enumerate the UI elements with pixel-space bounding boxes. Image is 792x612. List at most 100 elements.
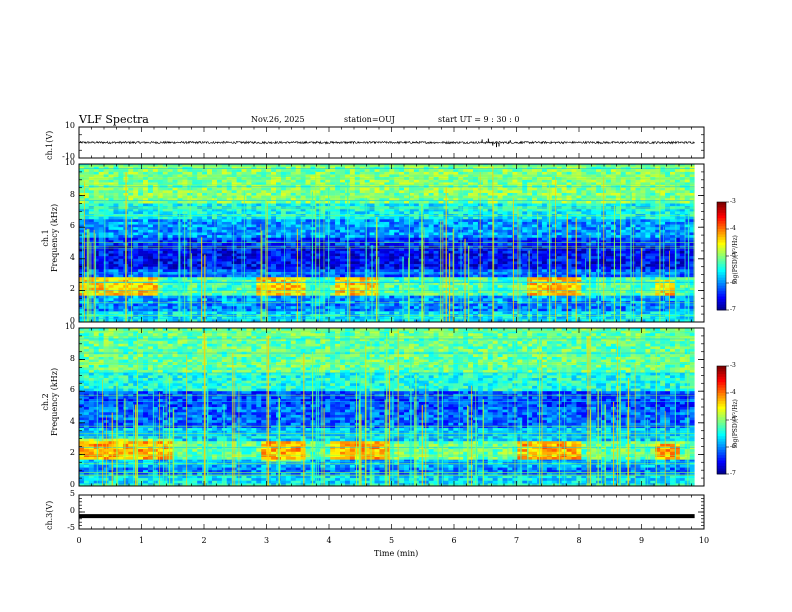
spectrogram-cell [615, 258, 622, 262]
spectrogram-cell [650, 245, 656, 249]
spectrogram-cell [463, 248, 469, 252]
spectrogram-cell [507, 232, 513, 236]
spectrogram-cell [605, 179, 612, 183]
spectrogram-cell [295, 179, 301, 183]
spectrogram-cell [512, 256, 518, 260]
spectrogram-cell [463, 219, 469, 223]
spectrogram-cell [152, 192, 159, 196]
spectrogram-cell [340, 221, 346, 225]
spectrogram-cell [88, 235, 95, 239]
spectrogram-cell [615, 182, 622, 186]
spectrogram-cell [635, 192, 641, 196]
spectrogram-cell [556, 200, 562, 204]
spectrogram-cell [448, 169, 454, 173]
spectrogram-cell [650, 240, 656, 244]
spectrogram-cell [113, 211, 119, 215]
spectrogram-cell [448, 261, 454, 265]
spectrogram-cell [118, 198, 124, 202]
spectrogram-cell [492, 216, 498, 220]
spectrogram-cell [246, 192, 252, 196]
spectrogram-cell [221, 203, 228, 207]
spectrogram-cell [615, 200, 622, 204]
spectrogram-cell [197, 169, 203, 173]
spectrogram-cell [404, 240, 410, 244]
spectrogram-cell [192, 264, 198, 267]
spectrogram-cell [625, 179, 631, 183]
spectrogram-cell [162, 261, 168, 265]
spectrogram-cell [477, 187, 484, 191]
spectrogram-cell [251, 166, 257, 170]
spectrogram-cell [551, 243, 558, 246]
spectrogram-cell [640, 229, 646, 233]
spectrogram-cell [571, 232, 577, 236]
spectrogram-cell [630, 206, 636, 210]
spectrogram-cell [473, 192, 479, 196]
spectrogram-cell [118, 227, 124, 231]
spectrogram-cell [433, 248, 439, 252]
spectrogram-cell [408, 237, 415, 241]
spectrogram-cell [300, 171, 306, 175]
spectrogram-cell [379, 248, 385, 252]
spectrogram-cell [108, 256, 114, 260]
spectrogram-cell [586, 250, 592, 254]
spectrogram-cell [379, 235, 385, 239]
spectrogram-cell [473, 224, 479, 228]
spectrogram-cell [271, 200, 277, 204]
spectrogram-cell [305, 258, 311, 262]
spectrogram-cell [374, 203, 380, 207]
spectrogram-cell [364, 221, 370, 225]
spectrogram-cell [325, 200, 331, 204]
spectrogram-cell [596, 198, 602, 202]
spectrogram-cell [640, 166, 646, 170]
spectrogram-cell [404, 235, 410, 239]
spectrogram-cell [197, 206, 203, 210]
spectrogram-cell [138, 171, 144, 175]
spectrogram-cell [251, 243, 257, 246]
spectrogram-cell [468, 182, 474, 186]
spectrogram-cell [271, 261, 277, 265]
spectrogram-cell [507, 192, 513, 196]
spectrogram-cell [517, 192, 523, 196]
spectrogram-cell [197, 250, 203, 254]
spectrogram-cell [147, 237, 154, 241]
spectrogram-cell [118, 169, 124, 173]
spectrogram-cell [665, 187, 671, 191]
spectrogram-cell [330, 232, 336, 236]
spectrogram-cell [202, 248, 208, 252]
spectrogram-cell [93, 198, 99, 202]
spectrogram-cell [413, 253, 420, 257]
spectrogram-cell [605, 224, 612, 228]
spectrogram-cell [266, 208, 272, 212]
spectrogram-cell [502, 224, 508, 228]
spectrogram-cell [276, 192, 282, 196]
spectrogram-cell [197, 211, 203, 215]
spectrogram-cell [423, 240, 429, 244]
spectrogram-cell [665, 235, 671, 239]
spectrogram-cell [340, 240, 346, 244]
spectrogram-cell [138, 232, 144, 236]
spectrogram-cell [202, 203, 208, 207]
spectrogram-cell [216, 232, 223, 236]
spectrogram-cell [399, 219, 405, 223]
spectrogram-cell [670, 219, 676, 223]
ch1-spectrogram-cells [79, 164, 695, 323]
spectrogram-cell [630, 232, 636, 236]
spectrogram-cell [271, 166, 277, 170]
spectrogram-cell [473, 250, 479, 254]
spectrogram-cell [211, 221, 218, 225]
spectrogram-cell [211, 240, 218, 244]
spectrogram-cell [315, 235, 321, 239]
spectrogram-cell [620, 240, 626, 244]
spectrogram-cell [128, 200, 134, 204]
spectrogram-cell [280, 237, 287, 241]
spectrogram-cell [143, 243, 149, 246]
spectrogram-cell [448, 206, 454, 210]
spectrogram-cell [192, 219, 198, 223]
spectrogram-cell [330, 224, 336, 228]
spectrogram-cell [133, 219, 139, 223]
spectrogram-cell [556, 208, 562, 212]
spectrogram-cell [98, 169, 104, 173]
spectrogram-cell [340, 206, 346, 210]
spectrogram-cell [379, 243, 385, 246]
spectrogram-cell [615, 243, 622, 246]
